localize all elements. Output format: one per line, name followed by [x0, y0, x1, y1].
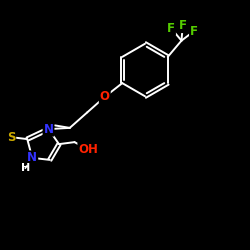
Text: F: F	[167, 22, 175, 34]
Text: N: N	[44, 123, 54, 136]
Text: N: N	[27, 152, 37, 164]
Text: H: H	[21, 164, 30, 173]
Text: S: S	[7, 130, 15, 143]
Text: O: O	[100, 90, 110, 104]
Text: F: F	[190, 24, 198, 38]
Text: F: F	[179, 19, 187, 32]
Text: OH: OH	[78, 143, 98, 156]
